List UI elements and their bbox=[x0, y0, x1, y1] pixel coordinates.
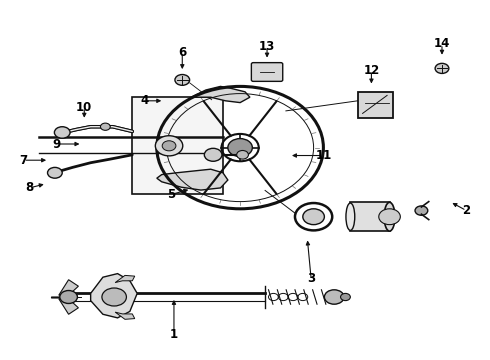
Text: 13: 13 bbox=[259, 40, 275, 53]
Text: 10: 10 bbox=[76, 101, 93, 114]
Bar bbox=[358, 92, 393, 118]
Circle shape bbox=[155, 136, 183, 156]
Circle shape bbox=[204, 148, 222, 161]
Circle shape bbox=[324, 290, 344, 304]
Text: 6: 6 bbox=[178, 46, 186, 59]
Text: 12: 12 bbox=[363, 64, 380, 77]
Ellipse shape bbox=[384, 202, 395, 231]
Circle shape bbox=[379, 209, 400, 225]
Circle shape bbox=[415, 206, 428, 215]
Circle shape bbox=[102, 288, 126, 306]
Circle shape bbox=[60, 291, 77, 303]
Bar bbox=[132, 97, 223, 194]
Text: 5: 5 bbox=[168, 188, 175, 201]
Text: 7: 7 bbox=[20, 154, 27, 167]
Polygon shape bbox=[91, 274, 137, 318]
Text: 11: 11 bbox=[315, 149, 332, 162]
FancyBboxPatch shape bbox=[251, 63, 283, 81]
Circle shape bbox=[48, 167, 62, 178]
Circle shape bbox=[175, 75, 190, 85]
Circle shape bbox=[162, 141, 176, 151]
Text: 4: 4 bbox=[141, 94, 148, 107]
Polygon shape bbox=[115, 275, 135, 283]
Text: 1: 1 bbox=[170, 328, 178, 341]
Circle shape bbox=[341, 293, 350, 301]
Text: 14: 14 bbox=[434, 37, 450, 50]
Bar bbox=[350, 202, 390, 231]
Ellipse shape bbox=[346, 203, 355, 230]
Polygon shape bbox=[157, 169, 228, 190]
Circle shape bbox=[100, 123, 110, 130]
Circle shape bbox=[435, 63, 449, 73]
Polygon shape bbox=[191, 86, 250, 103]
Polygon shape bbox=[59, 299, 78, 314]
Circle shape bbox=[237, 150, 248, 159]
Circle shape bbox=[54, 127, 70, 138]
Text: 2: 2 bbox=[463, 204, 470, 217]
Text: 3: 3 bbox=[307, 273, 315, 285]
Text: 9: 9 bbox=[52, 138, 60, 150]
Polygon shape bbox=[59, 280, 78, 295]
Polygon shape bbox=[115, 312, 135, 319]
Text: 8: 8 bbox=[25, 181, 33, 194]
Circle shape bbox=[228, 139, 252, 157]
Circle shape bbox=[303, 209, 324, 225]
